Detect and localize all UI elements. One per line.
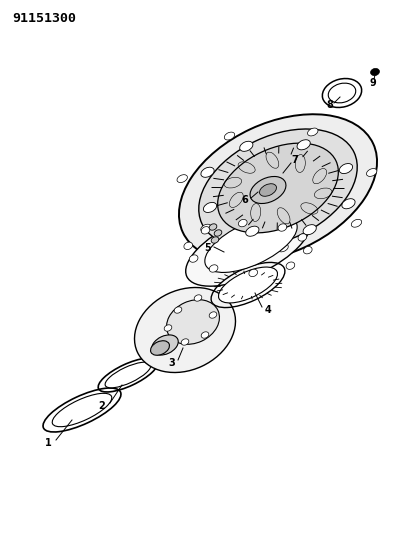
- Ellipse shape: [177, 175, 188, 182]
- Ellipse shape: [209, 265, 218, 272]
- Ellipse shape: [303, 246, 312, 254]
- Ellipse shape: [246, 226, 259, 236]
- Ellipse shape: [259, 184, 277, 196]
- Ellipse shape: [303, 224, 316, 235]
- Ellipse shape: [214, 230, 222, 236]
- Ellipse shape: [150, 341, 170, 356]
- Ellipse shape: [181, 339, 189, 345]
- Ellipse shape: [166, 300, 219, 344]
- Text: 7: 7: [292, 155, 298, 165]
- Ellipse shape: [278, 244, 288, 252]
- Ellipse shape: [211, 237, 219, 243]
- Ellipse shape: [209, 312, 217, 318]
- Ellipse shape: [286, 262, 295, 269]
- Text: 1: 1: [45, 438, 51, 448]
- Text: 8: 8: [326, 100, 334, 110]
- Ellipse shape: [249, 269, 258, 277]
- Ellipse shape: [134, 287, 235, 373]
- Ellipse shape: [194, 295, 202, 301]
- Ellipse shape: [186, 210, 310, 286]
- Text: 5: 5: [205, 243, 211, 253]
- Ellipse shape: [239, 220, 247, 227]
- Ellipse shape: [201, 224, 211, 232]
- Text: 91151300: 91151300: [12, 12, 76, 25]
- Ellipse shape: [367, 168, 377, 176]
- Text: 2: 2: [99, 401, 105, 411]
- Ellipse shape: [105, 362, 151, 388]
- Ellipse shape: [152, 335, 178, 355]
- Ellipse shape: [250, 176, 286, 204]
- Text: 3: 3: [169, 358, 176, 368]
- Ellipse shape: [164, 325, 172, 331]
- Ellipse shape: [205, 215, 297, 272]
- Ellipse shape: [209, 224, 217, 230]
- Ellipse shape: [199, 129, 357, 247]
- Ellipse shape: [351, 220, 361, 227]
- Ellipse shape: [342, 199, 355, 209]
- Ellipse shape: [278, 224, 287, 231]
- Ellipse shape: [184, 242, 193, 249]
- Ellipse shape: [217, 143, 338, 233]
- Ellipse shape: [308, 128, 318, 136]
- Ellipse shape: [240, 141, 253, 151]
- Ellipse shape: [201, 227, 210, 234]
- Ellipse shape: [328, 83, 356, 103]
- Ellipse shape: [179, 114, 377, 262]
- Text: 9: 9: [369, 78, 376, 88]
- Ellipse shape: [371, 68, 379, 76]
- Text: 6: 6: [242, 195, 248, 205]
- Ellipse shape: [224, 132, 235, 140]
- Ellipse shape: [189, 255, 198, 262]
- Ellipse shape: [203, 203, 217, 213]
- Text: 4: 4: [265, 305, 271, 315]
- Ellipse shape: [340, 164, 353, 174]
- Ellipse shape: [219, 267, 278, 303]
- Ellipse shape: [298, 234, 307, 241]
- Ellipse shape: [52, 393, 112, 427]
- Ellipse shape: [201, 332, 209, 338]
- Ellipse shape: [297, 140, 310, 150]
- Ellipse shape: [201, 167, 214, 177]
- Ellipse shape: [174, 307, 182, 313]
